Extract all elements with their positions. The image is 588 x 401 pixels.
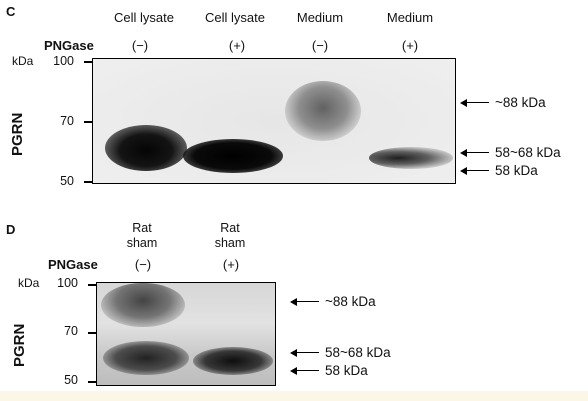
panel-d-tick-70: 70 — [48, 324, 78, 338]
panel-c-tick-70: 70 — [44, 114, 74, 128]
bottom-strip — [0, 391, 588, 401]
panel-d-pngase-label: PNGase — [48, 257, 98, 272]
panel-c-arrow-58: 58 kDa — [460, 163, 538, 178]
panel-d-lane-1-label: Rat sham — [122, 221, 162, 251]
panel-d-letter: D — [6, 222, 15, 237]
panel-d-y-axis-label: PGRN — [11, 324, 28, 367]
panel-c-band-lane-4 — [369, 147, 453, 169]
arrowhead-icon — [460, 167, 467, 175]
panel-c-blot-image — [92, 58, 456, 184]
panel-d-tick-mark-70 — [88, 332, 96, 334]
panel-c-band-lane-3 — [285, 81, 361, 141]
panel-c-sign-1: (−) — [125, 38, 155, 53]
panel-c-lane-2-label: Cell lysate — [195, 10, 275, 25]
panel-c-pngase-label: PNGase — [44, 38, 94, 53]
panel-d-sign-2: (+) — [216, 257, 246, 272]
panel-c-letter: C — [6, 4, 15, 19]
panel-c-annotation-58-68: 58~68 kDa — [495, 145, 561, 160]
arrowhead-icon — [290, 349, 297, 357]
panel-d-tick-mark-100 — [88, 284, 96, 286]
panel-d-annotation-88: ~88 kDa — [325, 294, 376, 309]
panel-c-y-axis-label: PGRN — [9, 113, 26, 156]
panel-c-tick-50: 50 — [44, 174, 74, 188]
panel-c-band-lane-2 — [183, 139, 283, 173]
panel-d-tick-mark-50 — [88, 381, 96, 383]
panel-c-tick-mark-100 — [84, 61, 92, 63]
arrowhead-icon — [460, 99, 467, 107]
panel-d-annotation-58-68: 58~68 kDa — [325, 345, 391, 360]
arrowhead-icon — [460, 149, 467, 157]
panel-d-tick-100: 100 — [48, 276, 78, 290]
panel-d-annotation-58: 58 kDa — [325, 363, 368, 378]
panel-d-lane-1-line1: Rat — [122, 221, 162, 236]
panel-c-tick-mark-50 — [84, 181, 92, 183]
panel-d-lane-1-line2: sham — [122, 236, 162, 251]
panel-c-lane-3-label: Medium — [285, 10, 355, 25]
panel-d-lane-2-label: Rat sham — [210, 221, 250, 251]
panel-c-annotation-88: ~88 kDa — [495, 95, 546, 110]
panel-d-kda-label: kDa — [18, 276, 39, 290]
panel-c-arrow-58-68: 58~68 kDa — [460, 145, 561, 160]
panel-c-sign-3: (−) — [305, 38, 335, 53]
panel-c-sign-4: (+) — [395, 38, 425, 53]
panel-d-arrow-58: 58 kDa — [290, 363, 368, 378]
arrowhead-icon — [290, 298, 297, 306]
arrowhead-icon — [290, 367, 297, 375]
panel-d-blot-image — [96, 282, 276, 386]
panel-d-sign-1: (−) — [128, 257, 158, 272]
panel-c-kda-label: kDa — [12, 54, 33, 68]
panel-c-lane-1-label: Cell lysate — [104, 10, 184, 25]
panel-c-tick-mark-70 — [84, 121, 92, 123]
panel-c-annotation-58: 58 kDa — [495, 163, 538, 178]
panel-d-lane-2-line1: Rat — [210, 221, 250, 236]
panel-c-band-lane-1 — [105, 125, 187, 171]
panel-d-band-lane-1-lower — [103, 341, 189, 375]
panel-d-arrow-58-68: 58~68 kDa — [290, 345, 391, 360]
panel-d-lane-2-line2: sham — [210, 236, 250, 251]
panel-d-arrow-88: ~88 kDa — [290, 294, 376, 309]
panel-c-sign-2: (+) — [222, 38, 252, 53]
panel-c-arrow-88: ~88 kDa — [460, 95, 546, 110]
panel-d-band-lane-1-upper — [101, 283, 185, 327]
panel-d-band-lane-2 — [193, 347, 273, 375]
panel-c-lane-4-label: Medium — [375, 10, 445, 25]
panel-d-tick-50: 50 — [48, 373, 78, 387]
panel-c-tick-100: 100 — [44, 54, 74, 68]
